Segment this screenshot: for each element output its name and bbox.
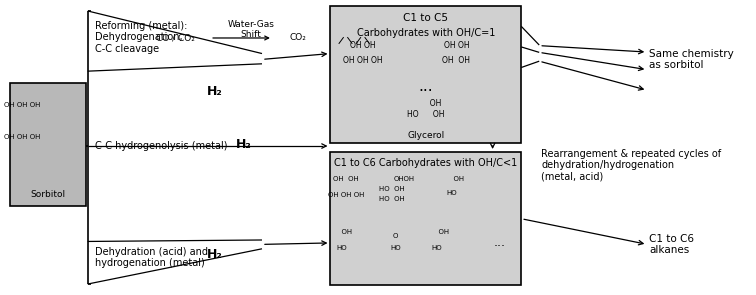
- FancyBboxPatch shape: [330, 152, 521, 286]
- Text: OH OH: OH OH: [444, 41, 469, 50]
- Text: O: O: [392, 233, 398, 239]
- Text: OH: OH: [435, 229, 450, 235]
- Text: Rearrangement & repeated cycles of
dehydration/hydrogenation
(metal, acid): Rearrangement & repeated cycles of dehyd…: [541, 148, 721, 182]
- Text: HO: HO: [432, 245, 442, 251]
- Text: H₂: H₂: [236, 138, 252, 151]
- Text: OH OH OH: OH OH OH: [5, 102, 41, 108]
- Text: HO: HO: [336, 245, 346, 251]
- FancyBboxPatch shape: [10, 83, 85, 206]
- Text: H₂: H₂: [207, 248, 223, 261]
- Text: HO      OH: HO OH: [407, 110, 445, 119]
- Text: HO  OH: HO OH: [379, 196, 404, 202]
- Text: Reforming (metal):
Dehydrogenation,
C-C cleavage: Reforming (metal): Dehydrogenation, C-C …: [95, 21, 187, 54]
- Text: ...: ...: [419, 79, 433, 94]
- Text: HO: HO: [390, 245, 401, 251]
- Text: HO  OH: HO OH: [379, 186, 404, 192]
- Text: H₂: H₂: [481, 231, 497, 244]
- Text: C1 to C6 Carbohydrates with OH/C<1: C1 to C6 Carbohydrates with OH/C<1: [334, 158, 517, 168]
- Text: OH OH OH: OH OH OH: [328, 192, 364, 198]
- Text: C-C hydrogenolysis (metal): C-C hydrogenolysis (metal): [95, 141, 228, 151]
- Text: OH: OH: [425, 99, 442, 109]
- Text: H₂: H₂: [207, 85, 223, 98]
- FancyBboxPatch shape: [330, 6, 521, 143]
- Text: ...: ...: [494, 236, 506, 249]
- Text: Glycerol: Glycerol: [407, 131, 445, 140]
- Text: OH: OH: [399, 176, 414, 182]
- Text: OH: OH: [337, 229, 352, 235]
- Text: Sorbitol: Sorbitol: [30, 190, 65, 199]
- Text: Dehydration (acid) and
hydrogenation (metal): Dehydration (acid) and hydrogenation (me…: [95, 247, 208, 268]
- Text: OH: OH: [449, 176, 464, 182]
- Text: HO: HO: [446, 190, 457, 196]
- Text: Same chemistry
as sorbitol: Same chemistry as sorbitol: [649, 49, 734, 70]
- Text: OH OH: OH OH: [350, 41, 376, 50]
- Text: C1 to C5: C1 to C5: [403, 13, 448, 23]
- Text: OH  OH: OH OH: [442, 56, 470, 65]
- Text: OH  OH: OH OH: [333, 176, 359, 182]
- Text: Carbohydrates with OH/C=1: Carbohydrates with OH/C=1: [357, 28, 495, 38]
- Text: OH OH OH: OH OH OH: [5, 134, 41, 140]
- Text: Water-Gas
Shift: Water-Gas Shift: [228, 20, 274, 39]
- Text: C1 to C6
alkanes: C1 to C6 alkanes: [649, 234, 694, 255]
- Text: OH: OH: [393, 176, 404, 182]
- Text: OH OH OH: OH OH OH: [343, 56, 383, 65]
- Text: CO₂: CO₂: [290, 34, 306, 42]
- Text: CO / CO₂: CO / CO₂: [156, 34, 195, 42]
